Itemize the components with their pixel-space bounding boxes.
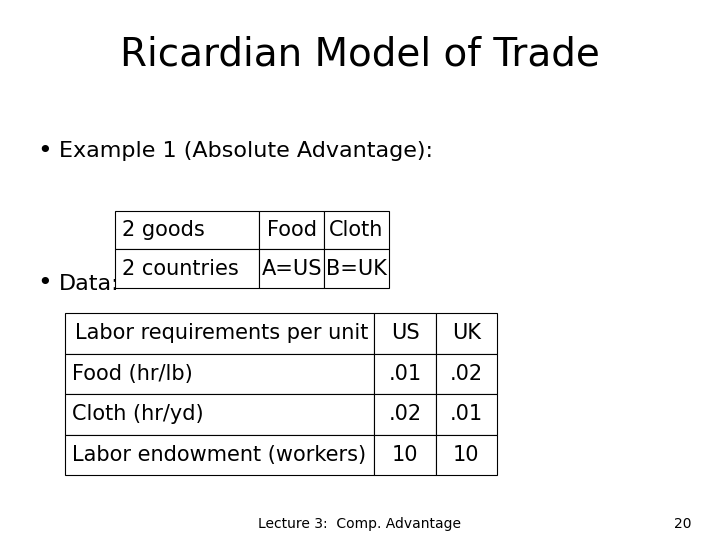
Text: Example 1 (Absolute Advantage):: Example 1 (Absolute Advantage):: [59, 141, 433, 161]
Text: .02: .02: [388, 404, 422, 424]
Bar: [436, 313, 497, 354]
Text: Labor endowment (workers): Labor endowment (workers): [72, 445, 366, 465]
Text: 10: 10: [453, 445, 480, 465]
Text: Lecture 3:  Comp. Advantage: Lecture 3: Comp. Advantage: [258, 517, 462, 531]
Text: •: •: [37, 139, 52, 163]
Text: Food (hr/lb): Food (hr/lb): [72, 364, 193, 384]
Bar: [436, 394, 497, 435]
Text: Cloth (hr/yd): Cloth (hr/yd): [72, 404, 204, 424]
Text: 2 goods: 2 goods: [122, 220, 205, 240]
Bar: [115, 211, 259, 249]
Bar: [436, 354, 497, 394]
Text: Labor requirements per unit: Labor requirements per unit: [76, 323, 369, 343]
Bar: [374, 354, 436, 394]
Bar: [65, 435, 374, 475]
Bar: [324, 249, 389, 288]
Bar: [65, 313, 374, 354]
Bar: [374, 313, 436, 354]
Text: Data:: Data:: [59, 273, 120, 294]
Bar: [115, 249, 259, 288]
Text: Cloth: Cloth: [329, 220, 384, 240]
Bar: [65, 394, 374, 435]
Bar: [374, 394, 436, 435]
Bar: [324, 211, 389, 249]
Text: UK: UK: [451, 323, 481, 343]
Text: B=UK: B=UK: [326, 259, 387, 279]
Bar: [374, 435, 436, 475]
Text: US: US: [391, 323, 419, 343]
Text: .02: .02: [449, 364, 483, 384]
Text: 2 countries: 2 countries: [122, 259, 239, 279]
Text: 10: 10: [392, 445, 418, 465]
Text: Ricardian Model of Trade: Ricardian Model of Trade: [120, 35, 600, 73]
Bar: [436, 435, 497, 475]
Bar: [65, 354, 374, 394]
Text: .01: .01: [388, 364, 422, 384]
Text: 20: 20: [674, 517, 691, 531]
Text: Food: Food: [266, 220, 317, 240]
Text: •: •: [37, 272, 52, 295]
Bar: [259, 249, 324, 288]
Bar: [259, 211, 324, 249]
Text: A=US: A=US: [261, 259, 322, 279]
Text: .01: .01: [449, 404, 483, 424]
